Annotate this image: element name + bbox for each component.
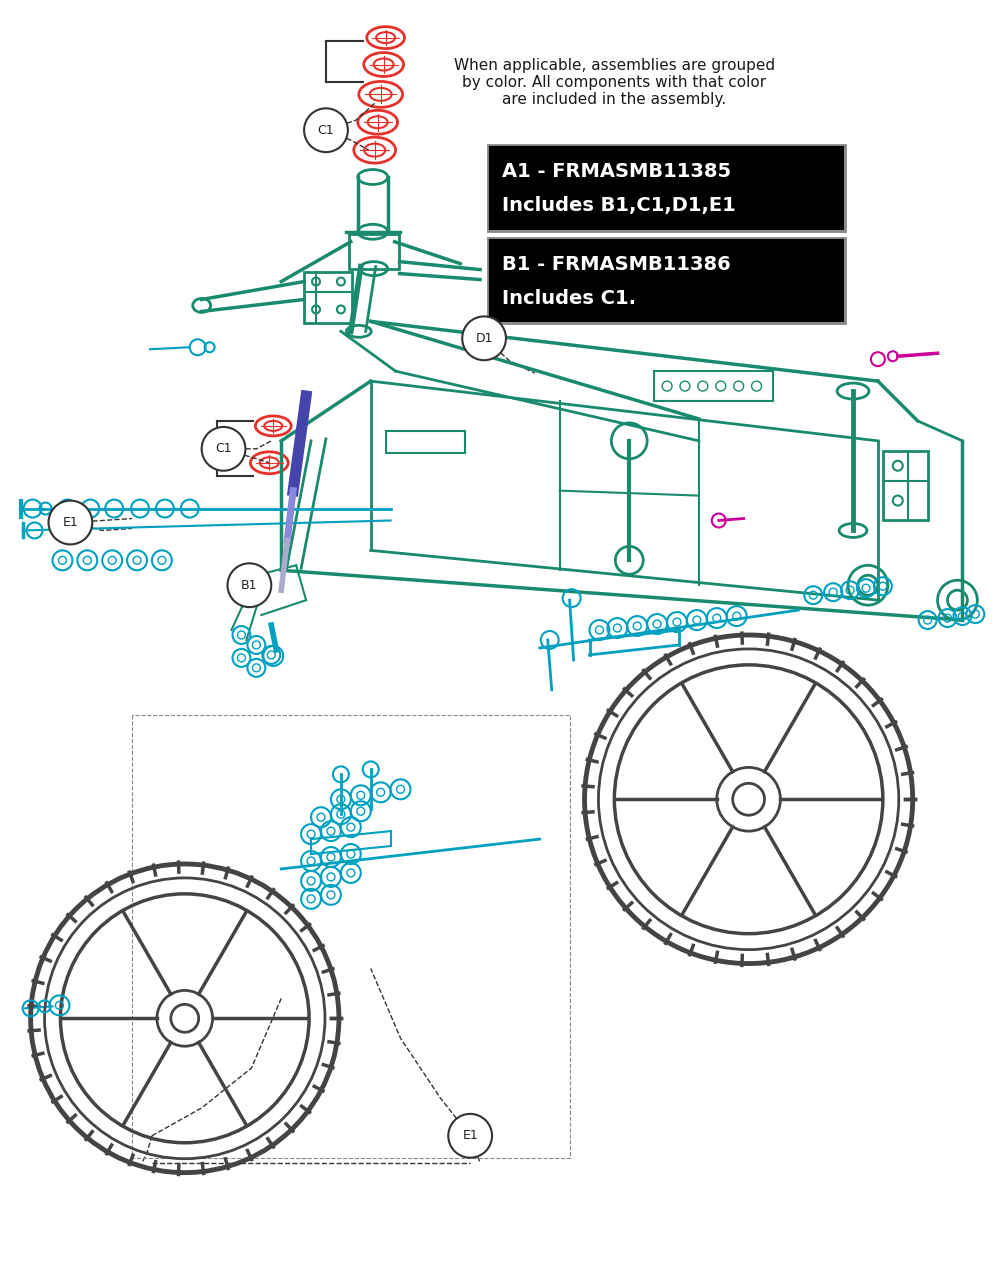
Circle shape <box>228 564 271 607</box>
Text: D1: D1 <box>475 332 493 345</box>
Bar <box>490 239 843 322</box>
Circle shape <box>448 1114 492 1158</box>
Text: Includes C1.: Includes C1. <box>502 289 636 308</box>
Circle shape <box>49 500 92 545</box>
Text: B1 - FRMASMB11386: B1 - FRMASMB11386 <box>502 255 731 274</box>
Text: C1: C1 <box>215 442 232 455</box>
Text: E1: E1 <box>462 1129 478 1143</box>
Bar <box>349 233 399 269</box>
Bar <box>386 431 465 452</box>
Bar <box>654 371 773 402</box>
Bar <box>488 146 845 231</box>
Circle shape <box>304 108 348 152</box>
Bar <box>488 238 845 323</box>
Text: C1: C1 <box>318 124 334 137</box>
Circle shape <box>202 427 245 471</box>
Text: Includes B1,C1,D1,E1: Includes B1,C1,D1,E1 <box>502 196 736 215</box>
Circle shape <box>462 317 506 360</box>
Bar <box>490 147 843 229</box>
Bar <box>304 271 352 323</box>
Text: A1 - FRMASMB11385: A1 - FRMASMB11385 <box>502 162 731 181</box>
Text: B1: B1 <box>241 579 258 592</box>
Bar <box>883 451 928 521</box>
Text: E1: E1 <box>63 516 78 530</box>
Text: When applicable, assemblies are grouped
by color. All components with that color: When applicable, assemblies are grouped … <box>454 57 775 108</box>
